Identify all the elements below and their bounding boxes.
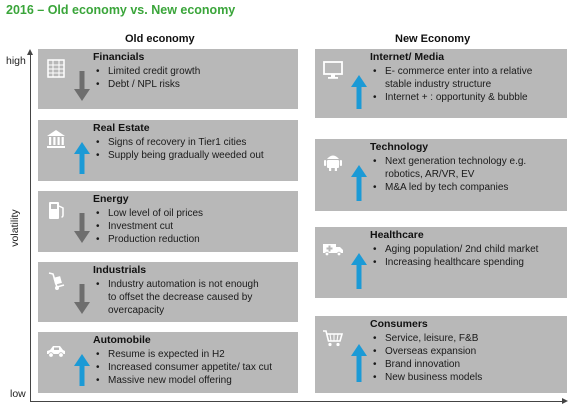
bullet-item: Increased consumer appetite/ tax cut xyxy=(95,361,272,374)
sector-title: Real Estate xyxy=(93,122,150,134)
bullet-item: Massive new model offering xyxy=(95,374,272,387)
bullet-item: overcapacity xyxy=(108,305,165,316)
sector-title: Consumers xyxy=(370,318,428,330)
bullet-item: Next generation technology e.g. xyxy=(372,155,526,168)
bullet-item: Limited credit growth xyxy=(95,65,200,78)
fuel-pump-icon xyxy=(49,202,64,219)
sector-title: Industrials xyxy=(93,264,147,276)
old-economy-heading: Old economy xyxy=(125,33,195,45)
bullet-item: robotics, AR/VR, EV xyxy=(385,169,475,180)
building-grid-icon xyxy=(47,59,65,78)
bullet-item: to offset the decrease caused by xyxy=(108,292,253,303)
axis-low-label: low xyxy=(10,388,26,400)
bullet-item: Overseas expansion xyxy=(372,345,482,358)
monitor-icon xyxy=(323,61,343,79)
bullet-item: Debt / NPL risks xyxy=(95,78,200,91)
sector-title: Healthcare xyxy=(370,229,424,241)
shopping-cart-icon xyxy=(323,330,344,347)
bullet-item: Industry automation is not enough xyxy=(95,278,259,291)
sector-bullets: Industry automation is not enough to off… xyxy=(95,278,259,317)
volatility-axis-label: volatility xyxy=(9,209,21,247)
trend-down-arrow-icon xyxy=(74,284,90,314)
sector-bullets: Resume is expected in H2 Increased consu… xyxy=(95,348,272,387)
trend-up-arrow-icon xyxy=(74,142,90,174)
bullet-item: New business models xyxy=(372,371,482,384)
government-building-icon xyxy=(47,130,65,148)
sector-bullets: E- commerce enter into a relative stable… xyxy=(372,65,532,104)
bullet-item: M&A led by tech companies xyxy=(372,181,526,194)
android-robot-icon xyxy=(324,155,342,171)
y-axis xyxy=(27,49,33,402)
sector-box-technology: Technology Next generation technology e.… xyxy=(315,139,567,211)
trend-up-arrow-icon xyxy=(351,165,367,201)
sector-title: Internet/ Media xyxy=(370,51,445,63)
bullet-item: stable industry structure xyxy=(385,79,492,90)
x-axis xyxy=(30,398,568,404)
sector-box-consumers: Consumers Service, leisure, F&B Overseas… xyxy=(315,316,567,393)
bullet-item: Internet + : opportunity & bubble xyxy=(372,91,532,104)
trend-down-arrow-icon xyxy=(74,71,90,101)
bullet-item: E- commerce enter into a relative xyxy=(372,65,532,78)
bullet-item: Brand innovation xyxy=(372,358,482,371)
axis-high-label: high xyxy=(6,55,26,67)
sector-title: Technology xyxy=(370,141,429,153)
sector-title: Financials xyxy=(93,51,145,63)
sector-bullets: Next generation technology e.g. robotics… xyxy=(372,155,526,194)
sector-bullets: Service, leisure, F&B Overseas expansion… xyxy=(372,332,482,384)
sector-box-healthcare: Healthcare Aging population/ 2nd child m… xyxy=(315,227,567,298)
sector-bullets: Low level of oil prices Investment cut P… xyxy=(95,207,203,246)
bullet-item: Resume is expected in H2 xyxy=(95,348,272,361)
sector-box-industrials: Industrials Industry automation is not e… xyxy=(38,262,298,322)
bullet-item: Production reduction xyxy=(95,233,203,246)
sector-box-internet-media: Internet/ Media E- commerce enter into a… xyxy=(315,49,567,118)
ambulance-icon xyxy=(323,244,343,257)
sector-box-real-estate: Real Estate Signs of recovery in Tier1 c… xyxy=(38,120,298,181)
sector-bullets: Aging population/ 2nd child market Incre… xyxy=(372,243,538,269)
page-title: 2016 – Old economy vs. New economy xyxy=(6,3,236,17)
sector-bullets: Limited credit growth Debt / NPL risks xyxy=(95,65,200,91)
bullet-item: Supply being gradually weeded out xyxy=(95,149,264,162)
bullet-item: Service, leisure, F&B xyxy=(372,332,482,345)
trend-up-arrow-icon xyxy=(351,75,367,109)
bullet-item: Investment cut xyxy=(95,220,203,233)
car-icon xyxy=(47,346,65,358)
sector-bullets: Signs of recovery in Tier1 cities Supply… xyxy=(95,136,264,162)
sector-title: Energy xyxy=(93,193,129,205)
sector-box-automobile: Automobile Resume is expected in H2 Incr… xyxy=(38,332,298,393)
trend-up-arrow-icon xyxy=(74,354,90,386)
bullet-item: Aging population/ 2nd child market xyxy=(372,243,538,256)
trend-down-arrow-icon xyxy=(74,213,90,243)
new-economy-heading: New Economy xyxy=(395,33,471,45)
trend-up-arrow-icon xyxy=(351,253,367,289)
sector-box-energy: Energy Low level of oil prices Investmen… xyxy=(38,191,298,252)
hand-truck-icon xyxy=(48,272,65,290)
bullet-item: Low level of oil prices xyxy=(95,207,203,220)
bullet-item: Increasing healthcare spending xyxy=(372,256,538,269)
bullet-item: Signs of recovery in Tier1 cities xyxy=(95,136,264,149)
trend-up-arrow-icon xyxy=(351,344,367,382)
sector-box-financials: Financials Limited credit growth Debt / … xyxy=(38,49,298,109)
sector-title: Automobile xyxy=(93,334,151,346)
